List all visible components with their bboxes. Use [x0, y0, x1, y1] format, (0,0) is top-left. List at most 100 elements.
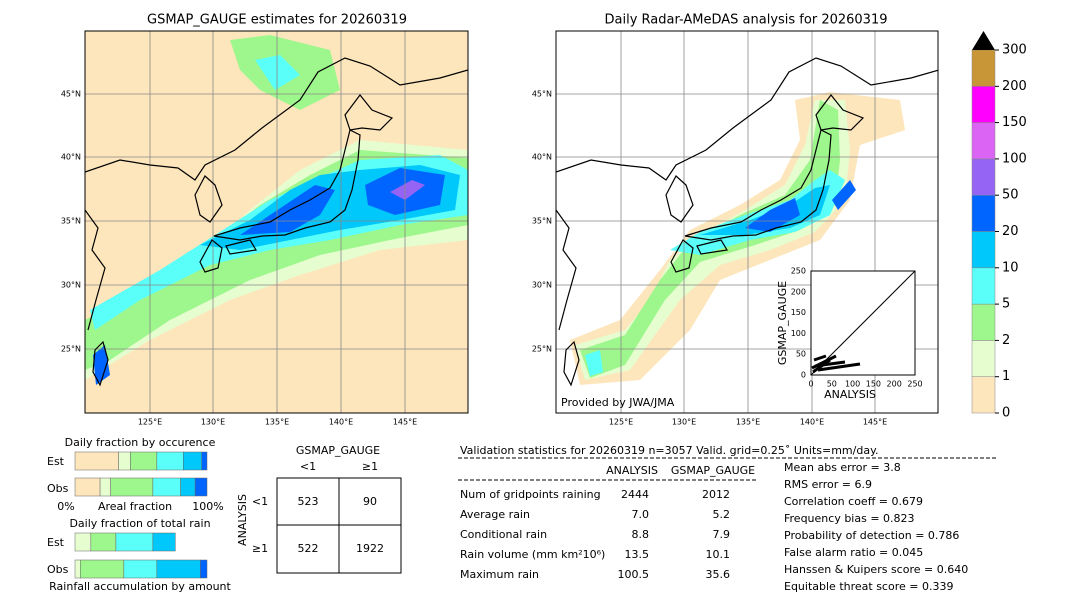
colorbar-segment — [971, 49, 996, 87]
row-label: Est — [47, 455, 65, 468]
lat-label: 40°N — [61, 153, 81, 162]
colorbar-extend — [972, 31, 995, 50]
cell: 523 — [298, 495, 319, 508]
lat-label: 25°N — [532, 345, 552, 354]
map-title: Daily Radar-AMeDAS analysis for 20260319 — [605, 13, 888, 28]
stat-label: Rain volume (mm km²10⁶) — [460, 548, 605, 561]
fraction-segment — [130, 451, 158, 471]
stat-value: 2444 — [621, 488, 649, 501]
fraction-segment — [118, 451, 131, 471]
fraction-segment — [194, 477, 208, 497]
stats-header: Validation statistics for 20260319 n=305… — [460, 444, 879, 457]
colorbar-segment — [971, 194, 996, 232]
lat-label: 25°N — [61, 345, 81, 354]
colorbar-segment — [971, 122, 996, 160]
colorbar-label: 2 — [1002, 333, 1010, 348]
column-label: GSMAP_GAUGE — [671, 464, 755, 477]
stat-value: 8.8 — [632, 528, 650, 541]
fraction-segment — [156, 559, 201, 579]
map-frame — [84, 30, 469, 414]
fraction-segment — [152, 532, 176, 552]
stat-value: 100.5 — [618, 568, 650, 581]
scatter-x-label: ANALYSIS — [824, 388, 876, 401]
cell: 1922 — [356, 542, 384, 555]
panel-title: Daily fraction by occurence — [65, 436, 216, 449]
lat-label: 35°N — [532, 217, 552, 226]
colorbar-segment — [971, 376, 996, 414]
stat-value: 10.1 — [706, 548, 731, 561]
fraction-segment — [74, 477, 101, 497]
scatter-x-tick: 50 — [827, 380, 837, 389]
lon-label: 130°E — [201, 418, 225, 427]
scatter-x-tick: 200 — [887, 380, 902, 389]
cell: 522 — [298, 542, 319, 555]
scatter-points — [811, 354, 861, 374]
colorbar-label: 0 — [1002, 406, 1010, 421]
score: Hanssen & Kuipers score = 0.640 — [784, 563, 968, 576]
colorbar-label: 300 — [1002, 43, 1027, 58]
lon-label: 145°E — [393, 418, 417, 427]
panel-title: Daily fraction of total rain — [69, 517, 210, 530]
colorbar-segment — [971, 340, 996, 377]
fraction-segment — [200, 559, 208, 579]
fraction-segment — [182, 451, 202, 471]
stat-label: Average rain — [460, 508, 530, 521]
scatter-y-tick: 200 — [791, 287, 806, 296]
colorbar-label: 20 — [1002, 224, 1019, 239]
scatter-x-tick: 100 — [845, 380, 860, 389]
axis-label: 0% — [57, 500, 74, 513]
row-label: Est — [47, 536, 65, 549]
score: Frequency bias = 0.823 — [784, 512, 915, 525]
colorbar-label: 1 — [1002, 369, 1010, 384]
fraction-segment — [74, 532, 92, 552]
colorbar-segment — [971, 267, 996, 305]
left-map — [85, 31, 468, 413]
panel-footer: Rainfall accumulation by amount — [49, 580, 231, 593]
lon-label: 135°E — [265, 418, 289, 427]
colorbar-label: 100 — [1002, 151, 1027, 166]
lat-label: 45°N — [61, 90, 81, 99]
axis-label: Areal fraction — [98, 500, 172, 513]
fraction-segment — [152, 477, 181, 497]
fraction-segment — [80, 559, 125, 579]
colorbar-segment — [971, 231, 996, 269]
stat-value: 7.9 — [713, 528, 731, 541]
score: Probability of detection = 0.786 — [784, 529, 959, 542]
lat-label: 45°N — [532, 90, 552, 99]
scatter-x-tick: 0 — [808, 380, 813, 389]
lon-label: 125°E — [609, 418, 633, 427]
column-label: ANALYSIS — [606, 464, 658, 477]
scatter-y-tick: 100 — [791, 329, 806, 338]
right-map — [556, 31, 938, 413]
stat-label: Conditional rain — [460, 528, 547, 541]
lon-label: 130°E — [672, 418, 696, 427]
fraction-segment — [115, 532, 154, 552]
stat-value: 13.5 — [625, 548, 650, 561]
lat-label: 35°N — [61, 217, 81, 226]
score: Mean abs error = 3.8 — [784, 461, 901, 474]
scatter-x-tick: 250 — [907, 380, 922, 389]
lon-label: 135°E — [736, 418, 760, 427]
row-label: Obs — [47, 482, 69, 495]
row-label: ≥1 — [252, 542, 268, 555]
diagonal — [810, 270, 916, 376]
stat-value: 2012 — [702, 488, 730, 501]
colorbar-segment — [971, 158, 996, 196]
scatter-y-tick: 150 — [791, 308, 806, 317]
column-label: ≥1 — [362, 460, 378, 473]
column-title: GSMAP_GAUGE — [296, 444, 380, 457]
score: RMS error = 6.9 — [784, 478, 872, 491]
score: False alarm ratio = 0.045 — [784, 546, 923, 559]
colorbar-label: 50 — [1002, 188, 1019, 203]
colorbar-label: 5 — [1002, 297, 1010, 312]
lon-label: 145°E — [863, 418, 887, 427]
fraction-segment — [201, 451, 208, 471]
colorbar-segment — [971, 86, 996, 123]
lat-label: 30°N — [61, 281, 81, 290]
column-label: <1 — [300, 460, 316, 473]
scatter-x-tick: 150 — [866, 380, 881, 389]
cell: 90 — [363, 495, 377, 508]
scatter-y-tick: 0 — [801, 371, 806, 380]
colorbar-label: 10 — [1002, 260, 1019, 275]
